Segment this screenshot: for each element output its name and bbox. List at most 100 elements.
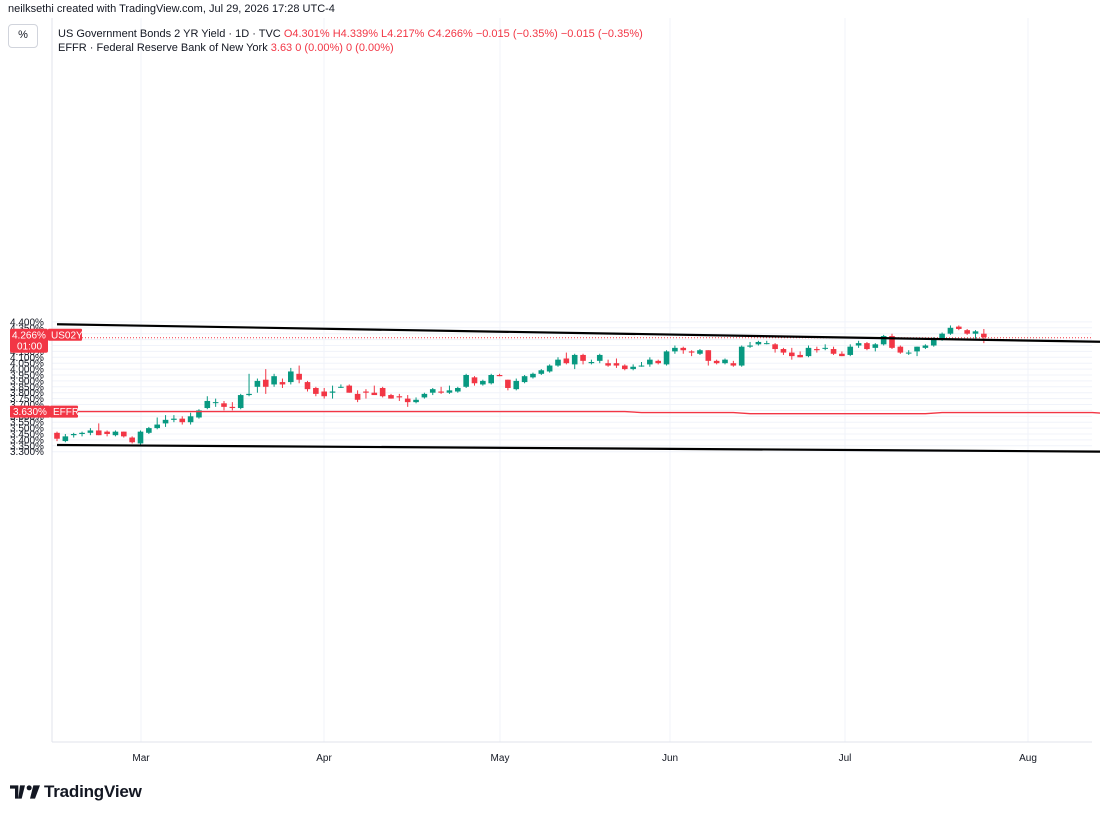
candle[interactable] <box>613 358 620 368</box>
candle[interactable] <box>722 358 728 365</box>
candle[interactable] <box>730 360 737 367</box>
candle[interactable] <box>104 430 110 437</box>
candle[interactable] <box>321 387 327 399</box>
candle[interactable] <box>87 428 94 436</box>
trendline-lower[interactable] <box>56 443 1100 453</box>
candle[interactable] <box>830 346 837 355</box>
candle[interactable] <box>221 400 227 411</box>
candle[interactable] <box>137 430 144 445</box>
candle[interactable] <box>555 357 561 367</box>
candle[interactable] <box>855 340 862 348</box>
last-price-tag[interactable]: 4.266% US02Y 01:00 <box>10 328 83 353</box>
candle[interactable] <box>947 325 954 335</box>
candle[interactable] <box>839 351 845 357</box>
candle[interactable] <box>438 386 444 394</box>
candle[interactable] <box>738 345 745 367</box>
trendline-upper[interactable] <box>56 323 1100 346</box>
candle[interactable] <box>388 393 394 399</box>
candle[interactable] <box>112 430 119 437</box>
candle[interactable] <box>521 375 528 384</box>
candle[interactable] <box>680 346 687 354</box>
candle[interactable] <box>630 364 636 371</box>
candle[interactable] <box>338 384 344 388</box>
candle[interactable] <box>379 386 386 398</box>
candle[interactable] <box>288 367 294 385</box>
tradingview-brand[interactable]: TradingView <box>10 782 142 802</box>
candle[interactable] <box>95 423 102 436</box>
candle[interactable] <box>171 415 177 423</box>
candle[interactable] <box>688 350 695 357</box>
candle[interactable] <box>121 431 127 438</box>
candle[interactable] <box>129 436 135 444</box>
candle[interactable] <box>805 345 812 358</box>
candle[interactable] <box>530 372 536 379</box>
candle[interactable] <box>404 395 411 407</box>
legend-us02y[interactable]: US Government Bonds 2 YR Yield · 1D · TV… <box>58 28 643 40</box>
candle[interactable] <box>705 350 712 366</box>
candle[interactable] <box>505 379 511 391</box>
candle[interactable] <box>146 426 152 434</box>
candle[interactable] <box>638 362 645 367</box>
candle[interactable] <box>496 373 503 377</box>
candle[interactable] <box>763 340 770 345</box>
candle[interactable] <box>571 353 578 370</box>
candle[interactable] <box>313 386 319 397</box>
candle[interactable] <box>488 373 494 385</box>
candle[interactable] <box>471 376 478 386</box>
effr-line[interactable] <box>57 410 1100 415</box>
candle[interactable] <box>747 341 753 348</box>
candle[interactable] <box>864 341 870 351</box>
candle[interactable] <box>154 417 160 430</box>
candle[interactable] <box>563 352 570 365</box>
candle[interactable] <box>179 416 186 425</box>
candle[interactable] <box>538 369 545 375</box>
candle[interactable] <box>463 373 469 388</box>
candle[interactable] <box>279 378 286 388</box>
x-axis[interactable]: Mar Apr May Jun Jul Aug <box>132 18 1037 764</box>
candle[interactable] <box>956 325 962 331</box>
candle[interactable] <box>964 328 970 335</box>
candle[interactable] <box>396 393 403 401</box>
percent-scale-button[interactable]: % <box>8 24 38 48</box>
candle[interactable] <box>622 364 628 371</box>
candle[interactable] <box>596 353 603 364</box>
candle[interactable] <box>446 385 453 394</box>
candle[interactable] <box>580 353 586 365</box>
candle[interactable] <box>455 386 461 393</box>
candle[interactable] <box>697 349 703 355</box>
candle[interactable] <box>237 393 244 410</box>
candle[interactable] <box>672 345 678 354</box>
candle[interactable] <box>814 346 820 353</box>
candle[interactable] <box>296 365 302 384</box>
candle[interactable] <box>889 333 895 350</box>
candle[interactable] <box>79 431 85 437</box>
candle[interactable] <box>755 340 762 346</box>
candle[interactable] <box>246 373 252 397</box>
candle[interactable] <box>513 378 520 391</box>
candle[interactable] <box>229 402 236 411</box>
candle[interactable] <box>70 432 77 438</box>
candle[interactable] <box>162 415 169 427</box>
candle[interactable] <box>329 385 336 399</box>
candle[interactable] <box>271 373 277 387</box>
candle[interactable] <box>346 384 353 393</box>
candle[interactable] <box>254 378 261 393</box>
candle[interactable] <box>304 380 311 392</box>
candle[interactable] <box>922 344 929 350</box>
candle[interactable] <box>797 351 803 358</box>
candle[interactable] <box>914 346 920 357</box>
candle[interactable] <box>187 412 194 425</box>
candlestick-series[interactable] <box>54 325 987 445</box>
candle[interactable] <box>713 359 720 365</box>
candle[interactable] <box>772 343 778 353</box>
candle[interactable] <box>789 347 795 360</box>
candle[interactable] <box>54 431 60 442</box>
candle[interactable] <box>204 396 211 410</box>
candle[interactable] <box>429 387 436 396</box>
candle[interactable] <box>196 409 202 419</box>
candle[interactable] <box>588 359 595 365</box>
candle[interactable] <box>897 345 904 354</box>
candle[interactable] <box>780 347 787 355</box>
candle[interactable] <box>872 343 879 352</box>
